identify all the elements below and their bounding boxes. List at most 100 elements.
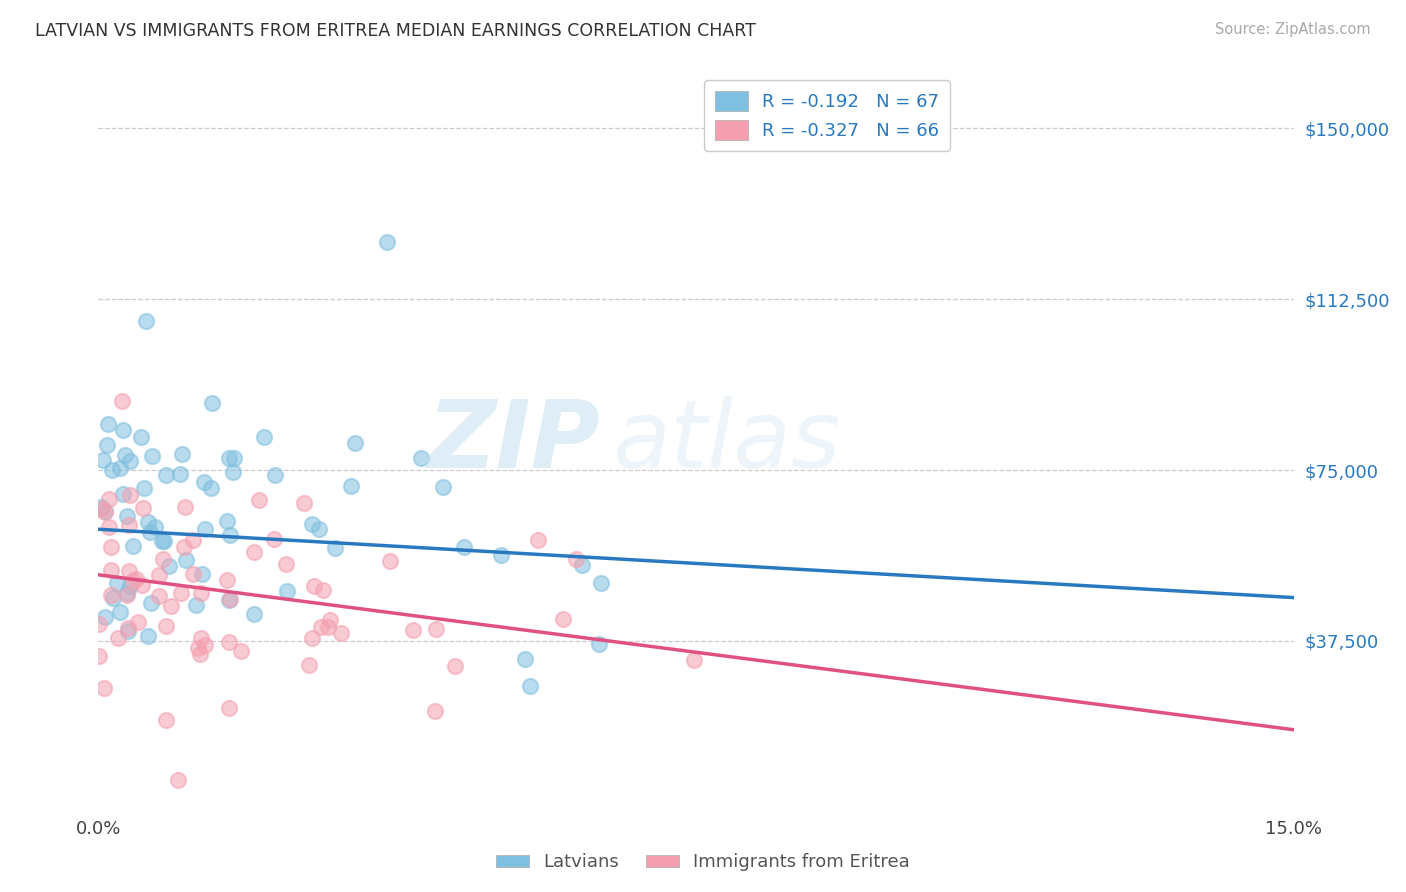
Point [139, 525, 162, 540]
Point [224, 450, 246, 465]
Point [89, 648, 111, 663]
Point [519, 679, 541, 693]
Point [432, 480, 454, 494]
Point [97, 491, 120, 506]
Point [100, 462, 122, 476]
Point [218, 635, 240, 649]
Point [218, 701, 240, 715]
Point [93, 504, 115, 518]
Point [402, 623, 425, 637]
Text: ZIP: ZIP [427, 395, 600, 488]
Point [187, 641, 209, 656]
Point [682, 653, 704, 667]
Point [139, 596, 162, 610]
Point [159, 599, 181, 614]
Point [120, 453, 142, 467]
Point [425, 704, 447, 718]
Point [217, 573, 239, 587]
Point [131, 578, 153, 592]
Point [571, 558, 593, 572]
Point [304, 579, 326, 593]
Point [247, 492, 270, 507]
Point [190, 631, 212, 645]
Point [148, 567, 170, 582]
Point [101, 591, 124, 606]
Point [194, 522, 217, 536]
Point [263, 532, 285, 546]
Point [191, 567, 214, 582]
Point [136, 629, 159, 643]
Point [150, 534, 173, 549]
Point [100, 541, 122, 555]
Point [117, 588, 139, 602]
Point [298, 658, 321, 673]
Point [93, 453, 115, 467]
Point [141, 449, 163, 463]
Point [174, 500, 197, 515]
Point [90, 500, 112, 514]
Point [127, 615, 149, 629]
Legend: R = -0.192   N = 67, R = -0.327   N = 66: R = -0.192 N = 67, R = -0.327 N = 66 [704, 80, 950, 151]
Point [157, 559, 180, 574]
Point [340, 478, 363, 492]
Point [589, 575, 612, 590]
Point [181, 567, 204, 582]
Point [117, 509, 139, 524]
Point [155, 618, 177, 632]
Point [117, 622, 139, 636]
Point [111, 487, 134, 501]
Point [167, 772, 190, 787]
Point [221, 466, 243, 480]
Point [91, 502, 114, 516]
Point [200, 482, 222, 496]
Point [274, 557, 297, 571]
Point [107, 631, 129, 645]
Point [553, 612, 575, 626]
Point [94, 504, 117, 518]
Point [131, 430, 153, 444]
Point [219, 527, 242, 541]
Point [243, 607, 266, 621]
Point [117, 624, 139, 639]
Point [174, 552, 197, 566]
Point [219, 591, 242, 606]
Point [115, 586, 138, 600]
Point [152, 552, 174, 566]
Point [316, 620, 339, 634]
Point [135, 314, 157, 328]
Point [114, 449, 136, 463]
Point [97, 417, 120, 432]
Point [121, 539, 143, 553]
Point [111, 393, 134, 408]
Point [489, 548, 512, 562]
Point [312, 583, 335, 598]
Point [153, 533, 176, 548]
Point [264, 467, 287, 482]
Point [186, 598, 208, 612]
Point [309, 620, 332, 634]
Point [253, 430, 276, 444]
Point [218, 451, 240, 466]
Point [425, 622, 447, 636]
Point [105, 576, 128, 591]
Point [375, 235, 398, 250]
Point [124, 572, 146, 586]
Point [411, 451, 433, 466]
Point [453, 540, 475, 554]
Point [96, 438, 118, 452]
Point [588, 637, 610, 651]
Point [173, 540, 195, 554]
Point [301, 631, 323, 645]
Point [319, 613, 342, 627]
Point [89, 616, 111, 631]
Point [155, 468, 177, 483]
Point [193, 475, 215, 489]
Point [308, 522, 330, 536]
Point [93, 681, 115, 695]
Point [108, 605, 131, 619]
Point [325, 541, 347, 556]
Point [118, 518, 141, 533]
Point [132, 481, 155, 495]
Point [218, 593, 240, 607]
Point [118, 565, 141, 579]
